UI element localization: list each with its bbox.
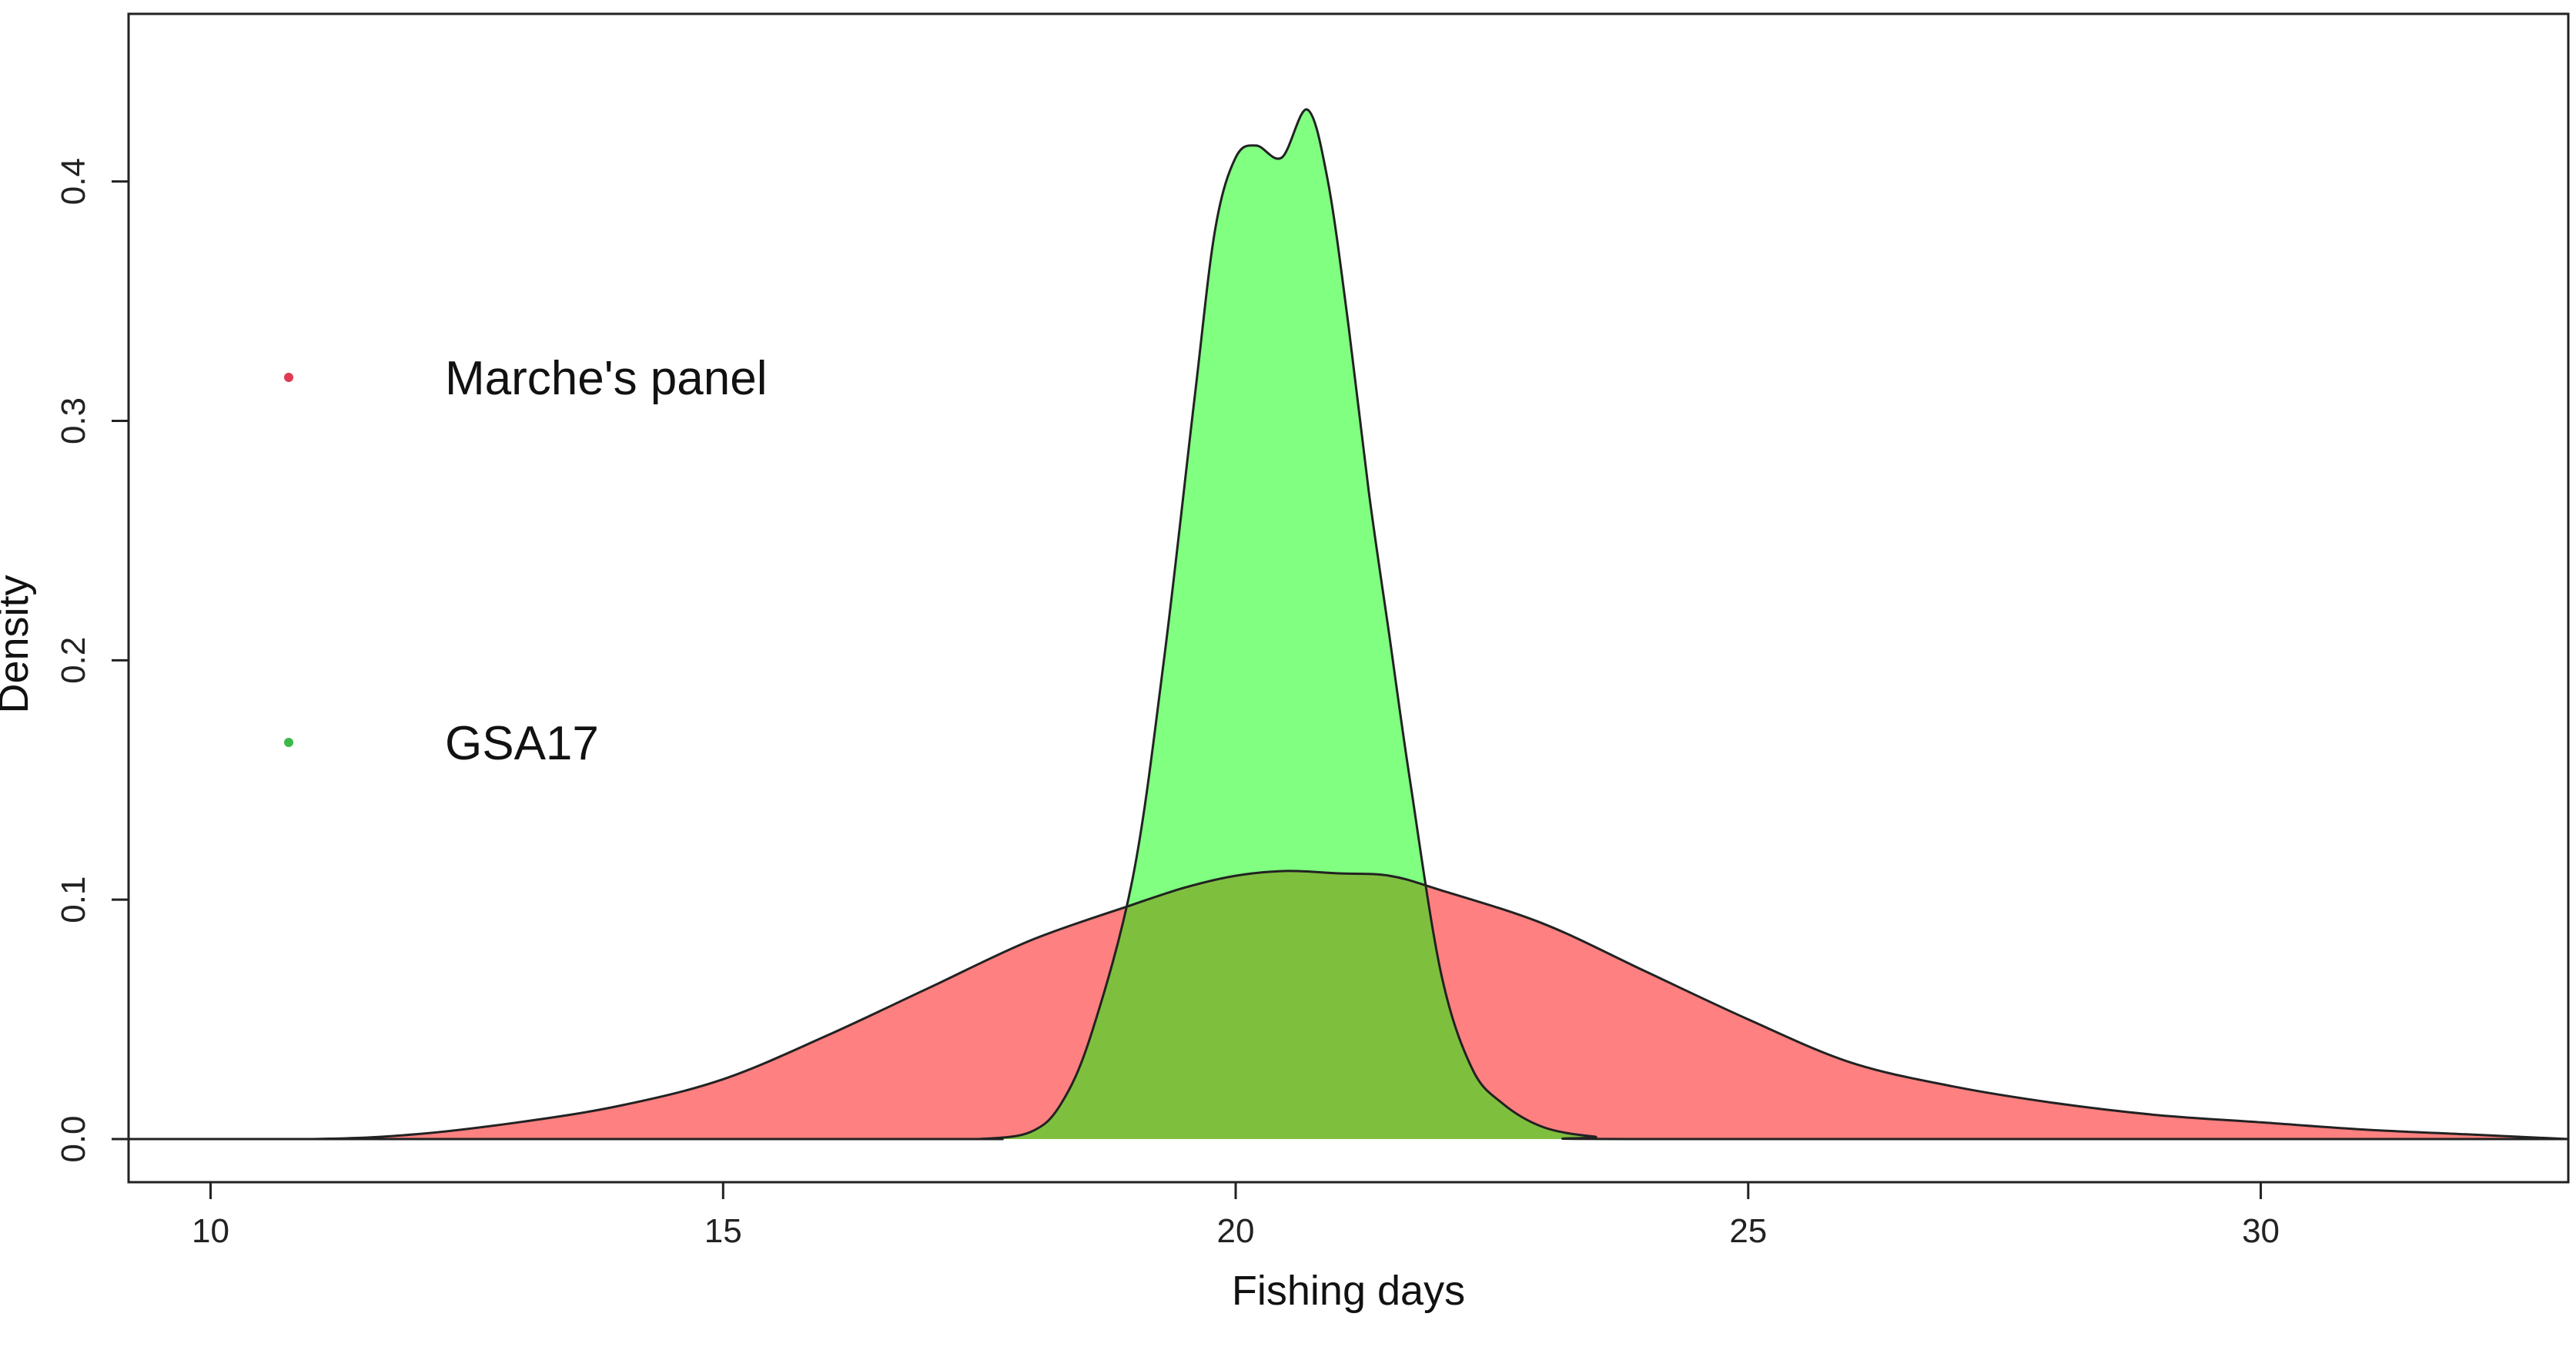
legend-label-gsa17: GSA17 bbox=[445, 717, 599, 770]
x-tick-label: 30 bbox=[2242, 1212, 2280, 1250]
legend-label-marche: Marche's panel bbox=[445, 352, 768, 405]
x-tick-label: 10 bbox=[192, 1212, 229, 1250]
y-tick-label: 0.2 bbox=[55, 637, 92, 684]
series-line-gsa17 bbox=[129, 108, 2568, 1141]
series-area-gsa17 bbox=[129, 109, 2568, 1139]
legend-marker-gsa17 bbox=[284, 738, 293, 747]
x-tick-label: 15 bbox=[704, 1212, 742, 1250]
y-axis-title: Density bbox=[0, 575, 37, 713]
x-tick-label: 25 bbox=[1729, 1212, 1767, 1250]
y-tick-label: 0.3 bbox=[55, 397, 92, 444]
y-tick-label: 0.0 bbox=[55, 1115, 92, 1162]
y-tick-label: 0.4 bbox=[55, 158, 92, 205]
x-tick-label: 20 bbox=[1217, 1212, 1255, 1250]
x-axis: 10 15 20 25 30 bbox=[192, 1182, 2280, 1250]
series-line-marche bbox=[129, 870, 2568, 1141]
plot-frame bbox=[127, 12, 2570, 1184]
x-axis-title: Fishing days bbox=[1232, 1268, 1465, 1314]
y-tick-label: 0.1 bbox=[55, 876, 92, 923]
plot-area bbox=[129, 108, 2568, 1141]
y-axis: 0.0 0.1 0.2 0.3 0.4 bbox=[55, 158, 129, 1163]
legend: Marche's panel GSA17 bbox=[284, 352, 768, 770]
legend-marker-marche bbox=[284, 373, 293, 382]
